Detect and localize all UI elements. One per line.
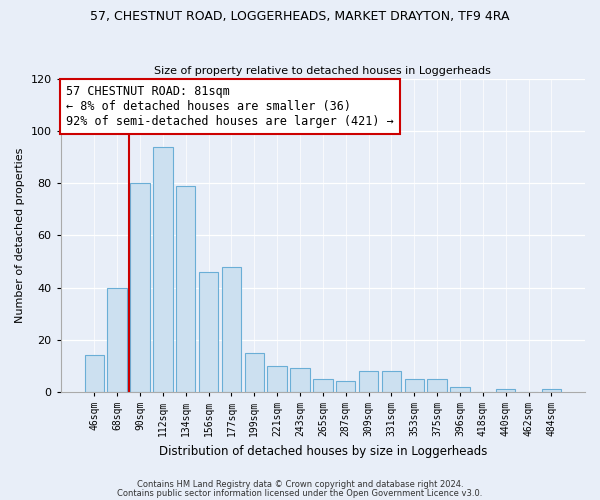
Bar (268, 366, 287, 392)
Bar (542, 390, 561, 392)
Y-axis label: Number of detached properties: Number of detached properties (15, 148, 25, 323)
Bar (404, 379, 424, 392)
Text: 57, CHESTNUT ROAD, LOGGERHEADS, MARKET DRAYTON, TF9 4RA: 57, CHESTNUT ROAD, LOGGERHEADS, MARKET D… (90, 10, 510, 23)
Bar (427, 379, 447, 392)
Text: Contains HM Land Registry data © Crown copyright and database right 2024.: Contains HM Land Registry data © Crown c… (137, 480, 463, 489)
Bar (382, 371, 401, 392)
Bar (85, 356, 104, 392)
Text: Contains public sector information licensed under the Open Government Licence v3: Contains public sector information licen… (118, 488, 482, 498)
Bar (359, 371, 378, 392)
Bar (290, 368, 310, 392)
Bar (130, 184, 149, 392)
Bar (221, 267, 241, 392)
Bar (199, 272, 218, 392)
Bar (496, 390, 515, 392)
Bar (450, 386, 470, 392)
Bar (176, 186, 196, 392)
Title: Size of property relative to detached houses in Loggerheads: Size of property relative to detached ho… (154, 66, 491, 76)
X-axis label: Distribution of detached houses by size in Loggerheads: Distribution of detached houses by size … (158, 444, 487, 458)
Text: 57 CHESTNUT ROAD: 81sqm
← 8% of detached houses are smaller (36)
92% of semi-det: 57 CHESTNUT ROAD: 81sqm ← 8% of detached… (66, 86, 394, 128)
Bar (153, 147, 173, 392)
Bar (313, 379, 332, 392)
Bar (245, 353, 264, 392)
Bar (107, 288, 127, 392)
Bar (336, 382, 355, 392)
